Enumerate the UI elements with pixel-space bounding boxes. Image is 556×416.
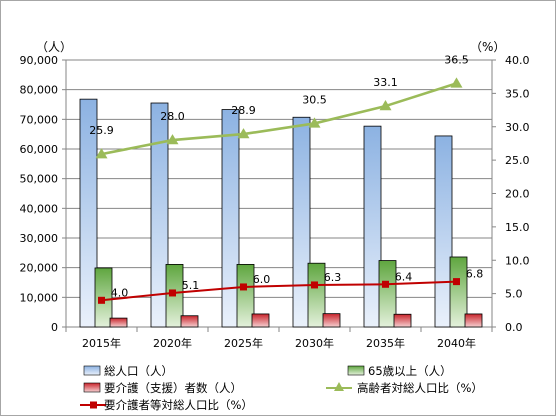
line-series-2 (101, 280, 457, 302)
square-marker (382, 280, 389, 288)
square-marker (169, 289, 176, 297)
left-tick-label: 0 (51, 321, 58, 334)
legend-swatch (83, 365, 101, 376)
right-tick-label: 40.0 (505, 54, 530, 67)
left-tick-label: 80,000 (20, 84, 59, 97)
bar-3 (180, 315, 199, 328)
left-tick-label: 70,000 (20, 113, 59, 126)
data-label: 6.4 (395, 270, 413, 283)
left-tick-label: 10,000 (20, 291, 59, 304)
x-tick-label: 2040年 (437, 336, 476, 350)
legend-label: 高齢者対総人口比（%） (357, 381, 483, 395)
right-tick-label: 25.0 (505, 154, 530, 167)
data-label: 28.9 (231, 104, 256, 117)
left-tick-label: 30,000 (20, 232, 59, 245)
x-tick-label: 2025年 (224, 336, 263, 350)
bar-1 (363, 125, 382, 328)
triangle-marker (308, 117, 321, 128)
bar-1 (221, 109, 240, 328)
left-axis-unit: （人） (36, 40, 72, 54)
left-tick-label: 50,000 (20, 173, 59, 186)
triangle-marker (379, 100, 392, 111)
bar-2 (449, 256, 468, 328)
bar-1 (79, 98, 98, 328)
square-marker (98, 296, 105, 304)
data-label: 25.9 (89, 124, 114, 137)
right-axis-unit: （%） (470, 40, 505, 54)
legend-swatch (347, 365, 365, 376)
data-label: 6.0 (253, 273, 271, 286)
triangle-marker (166, 134, 179, 145)
left-tick-label: 40,000 (20, 202, 59, 215)
triangle-marker (95, 148, 108, 159)
x-tick-label: 2015年 (82, 336, 121, 350)
left-tick-label: 90,000 (20, 54, 59, 67)
legend-swatch (83, 382, 101, 393)
legend-label: 65歳以上（人） (368, 364, 452, 378)
right-tick-label: 35.0 (505, 87, 530, 100)
bar-3 (464, 313, 483, 328)
bar-2 (378, 260, 397, 328)
bar-3 (251, 313, 270, 328)
legend-square (90, 401, 97, 409)
legend-label: 総人口（人） (104, 364, 173, 378)
right-tick-label: 15.0 (505, 221, 530, 234)
bar-2 (307, 262, 326, 328)
bar-1 (150, 102, 169, 328)
square-marker (311, 281, 318, 289)
data-label: 30.5 (302, 93, 327, 106)
right-tick-label: 30.0 (505, 121, 530, 134)
legend-triangle (334, 382, 344, 391)
bar-1 (434, 135, 453, 328)
x-tick-label: 2020年 (153, 336, 192, 350)
bar-3 (322, 313, 341, 328)
left-tick-label: 20,000 (20, 262, 59, 275)
triangle-marker (237, 128, 250, 139)
right-tick-label: 5.0 (505, 288, 523, 301)
square-marker (453, 278, 460, 286)
data-label: 5.1 (182, 279, 200, 292)
left-tick-label: 60,000 (20, 143, 59, 156)
data-label: 28.0 (160, 110, 185, 123)
right-tick-label: 10.0 (505, 254, 530, 267)
right-tick-label: 20.0 (505, 188, 530, 201)
bar-3 (393, 313, 412, 328)
bar-1 (292, 116, 311, 328)
line-series-1 (101, 82, 457, 156)
x-tick-label: 2035年 (366, 336, 405, 350)
data-label: 4.0 (111, 286, 129, 299)
bar-3 (109, 317, 128, 328)
triangle-marker (450, 77, 463, 88)
data-label: 6.3 (324, 271, 342, 284)
legend-label: 要介護（支援）者数（人） (104, 381, 242, 395)
square-marker (240, 283, 247, 291)
data-label: 33.1 (373, 76, 398, 89)
data-label: 36.5 (444, 53, 469, 66)
data-label: 6.8 (466, 268, 484, 281)
legend-label: 要介護者等対総人口比（%） (104, 398, 253, 412)
x-tick-label: 2030年 (295, 336, 334, 350)
right-tick-label: 0.0 (505, 321, 523, 334)
bar-2 (236, 264, 255, 328)
